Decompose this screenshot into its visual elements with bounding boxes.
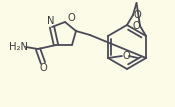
Text: N: N [47, 16, 55, 26]
Text: O: O [122, 51, 130, 61]
Text: O: O [67, 13, 75, 23]
Text: O: O [39, 63, 47, 73]
Text: O: O [132, 21, 140, 31]
Text: H₂N: H₂N [9, 42, 27, 52]
Text: O: O [133, 10, 141, 20]
